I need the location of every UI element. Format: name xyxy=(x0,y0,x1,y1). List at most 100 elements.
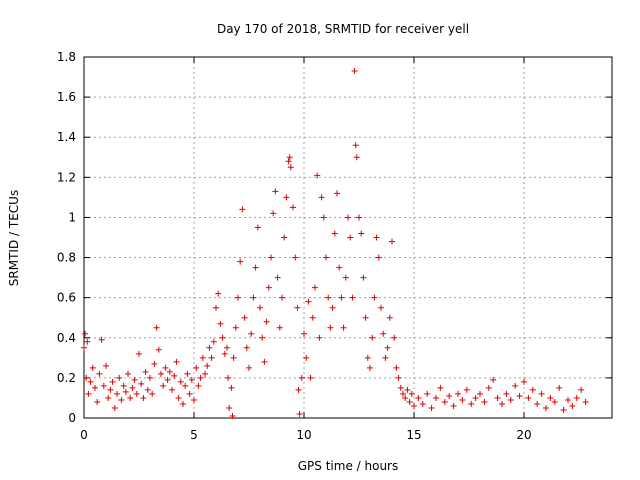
data-point xyxy=(237,258,244,265)
y-tick-label: 0.6 xyxy=(57,291,76,305)
data-point xyxy=(419,400,426,407)
data-point xyxy=(578,386,585,393)
data-point xyxy=(81,344,87,351)
data-point xyxy=(373,234,380,241)
data-point xyxy=(560,406,567,413)
data-point xyxy=(100,382,107,389)
y-tick-label: 1.2 xyxy=(57,170,76,184)
data-point xyxy=(327,324,334,331)
data-point xyxy=(138,380,145,387)
data-point xyxy=(305,298,312,305)
y-tick-label: 0.8 xyxy=(57,251,76,265)
chart-title: Day 170 of 2018, SRMTID for receiver yel… xyxy=(217,22,469,36)
data-point xyxy=(494,394,501,401)
data-point xyxy=(543,404,549,411)
data-point xyxy=(127,394,134,401)
data-point xyxy=(142,368,149,375)
data-point xyxy=(477,390,483,397)
data-point xyxy=(369,334,376,341)
data-point xyxy=(529,386,536,393)
data-point xyxy=(382,354,389,361)
data-point xyxy=(147,374,153,381)
data-point xyxy=(415,394,422,401)
data-point xyxy=(261,358,268,365)
data-point xyxy=(287,164,294,171)
data-point xyxy=(219,334,226,341)
data-point xyxy=(307,374,314,381)
data-point xyxy=(248,330,255,337)
data-point xyxy=(565,396,571,403)
axis-ticks: 0 0.2 0.4 0.6 0.8 1 1.2 1.4 1.6 1.8 0 5 10 15 20 xyxy=(57,50,612,442)
data-point xyxy=(210,338,217,345)
data-point xyxy=(468,400,475,407)
data-point xyxy=(367,364,373,371)
data-point xyxy=(406,398,413,405)
data-point xyxy=(239,206,246,213)
data-point xyxy=(503,390,510,397)
data-point xyxy=(83,374,90,381)
data-point xyxy=(573,394,580,401)
data-point xyxy=(334,190,340,197)
data-point xyxy=(320,214,327,221)
data-point xyxy=(109,378,116,385)
data-point xyxy=(232,324,239,331)
data-point xyxy=(114,390,120,397)
data-point xyxy=(424,390,431,397)
y-axis-label: SRMTID / TECUs xyxy=(7,190,21,286)
data-point xyxy=(204,362,211,369)
data-point xyxy=(82,330,89,337)
data-point xyxy=(111,404,118,411)
data-point xyxy=(206,344,213,351)
data-point xyxy=(136,350,142,357)
data-point xyxy=(107,386,114,393)
data-point xyxy=(323,254,329,261)
data-point xyxy=(270,210,277,217)
data-point xyxy=(221,350,228,357)
data-point xyxy=(217,320,224,327)
data-point xyxy=(276,324,283,331)
data-point xyxy=(490,376,497,383)
data-point xyxy=(229,412,236,419)
data-point xyxy=(226,404,233,411)
data-point xyxy=(380,330,387,337)
data-point xyxy=(131,376,138,383)
data-point xyxy=(316,334,323,341)
data-point xyxy=(250,294,257,301)
data-point xyxy=(411,402,417,409)
data-point xyxy=(118,396,125,403)
data-point xyxy=(384,344,391,351)
data-point xyxy=(336,264,343,271)
data-point xyxy=(547,394,554,401)
data-point xyxy=(342,274,349,281)
data-point xyxy=(175,394,182,401)
data-point xyxy=(437,384,444,391)
data-point xyxy=(164,376,171,383)
data-point xyxy=(243,344,250,351)
data-point xyxy=(556,384,563,391)
data-point xyxy=(177,378,184,385)
data-point xyxy=(534,400,541,407)
data-point xyxy=(393,364,400,371)
data-point xyxy=(521,378,527,385)
data-point xyxy=(268,254,274,261)
data-point xyxy=(325,294,332,301)
data-point xyxy=(281,234,288,241)
data-point xyxy=(404,386,411,393)
data-point xyxy=(151,360,158,367)
data-point xyxy=(144,386,151,393)
data-point xyxy=(290,204,296,211)
data-point xyxy=(85,390,92,397)
data-point xyxy=(389,238,395,245)
data-point xyxy=(182,382,189,389)
data-point xyxy=(235,294,241,301)
data-point xyxy=(263,318,270,325)
data-point xyxy=(197,374,204,381)
data-point xyxy=(92,384,98,391)
data-points xyxy=(81,68,589,419)
data-point xyxy=(472,394,479,401)
data-point xyxy=(87,378,94,385)
data-point xyxy=(116,374,123,381)
data-point xyxy=(155,346,162,353)
x-tick-label: 5 xyxy=(190,428,198,442)
